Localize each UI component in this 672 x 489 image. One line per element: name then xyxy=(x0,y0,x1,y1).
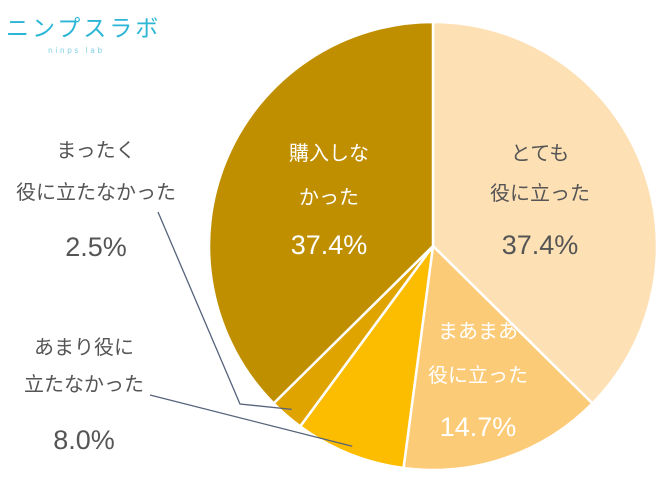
slice-value-label-4: 37.4% xyxy=(291,230,368,260)
pie-slice-0 xyxy=(431,20,659,405)
slice-value-label-3: 2.5% xyxy=(65,232,127,262)
slice-value-label-2: 8.0% xyxy=(53,425,115,455)
slice-label-1-line-0: まあまあ xyxy=(438,319,518,343)
pie-slice-2 xyxy=(298,244,435,470)
logo-main-text: ニンプスラボ xyxy=(6,16,161,42)
slice-label-3-line-0: まったく xyxy=(56,138,135,162)
slice-label-0-line-1: 役に立った xyxy=(490,181,590,205)
slice-labels: とても役に立った37.4%まあまあ役に立った14.7%あまり役に立たなかった8.… xyxy=(16,138,590,455)
pie-slices xyxy=(207,20,659,472)
slice-label-4-line-1: かった xyxy=(299,185,359,209)
logo: ニンプスラボ ninps lab xyxy=(6,16,161,55)
slice-label-3-line-1: 役に立たなかった xyxy=(16,180,176,204)
leader-lines xyxy=(149,211,353,447)
slice-value-label-1: 14.7% xyxy=(440,412,517,442)
leader-line-3 xyxy=(157,211,292,411)
pie-slice-1 xyxy=(402,244,594,472)
slice-label-4-line-0: 購入しな xyxy=(289,141,369,165)
slice-label-1-line-1: 役に立った xyxy=(428,363,528,387)
leader-line-2 xyxy=(149,394,353,447)
slice-label-2-line-1: 立たなかった xyxy=(24,372,144,396)
logo-sub-text: ninps lab xyxy=(48,46,105,55)
pie-slice-4 xyxy=(207,20,435,405)
slice-label-0-line-0: とても xyxy=(511,141,569,165)
slice-value-label-0: 37.4% xyxy=(502,230,579,260)
slice-label-2-line-0: あまり役に xyxy=(34,335,134,359)
